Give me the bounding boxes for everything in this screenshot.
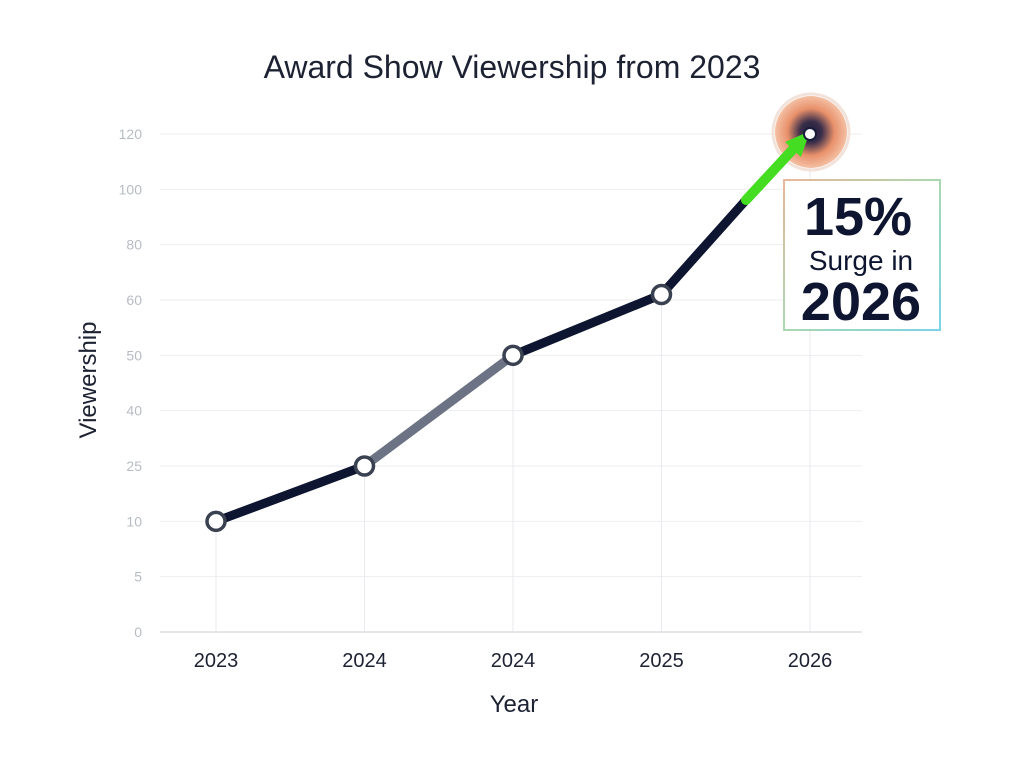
series-segment [508, 289, 666, 360]
surge-arrow-head [785, 131, 810, 157]
y-tick-label: 120 [119, 126, 143, 142]
y-tick-label: 5 [134, 569, 142, 585]
callout-subtitle: Surge in [809, 245, 913, 276]
x-tick-label: 2024 [491, 650, 536, 672]
surge-arrow-shaft [741, 141, 801, 205]
series-segment [211, 461, 369, 526]
y-tick-label: 0 [134, 624, 142, 640]
x-tick-label: 2025 [639, 650, 684, 672]
y-tick-label: 40 [126, 403, 142, 419]
vertical-guides [215, 134, 811, 632]
series-segment [657, 195, 751, 299]
y-tick-label: 80 [126, 237, 142, 253]
x-axis-label: Year [490, 691, 539, 718]
x-tick-label: 2024 [342, 650, 387, 672]
y-axis-ticks: 0 5 10 25 40 50 60 80 100 120 [119, 126, 143, 640]
series-viewership [211, 195, 751, 526]
data-point [650, 283, 673, 306]
y-tick-label: 10 [126, 513, 142, 529]
series-segment [360, 350, 518, 471]
chart-title: Award Show Viewership from 2023 [264, 49, 761, 85]
x-tick-label: 2023 [194, 650, 239, 672]
data-point [803, 127, 817, 141]
data-points [205, 127, 817, 533]
callout-year: 2026 [801, 272, 921, 332]
data-point [353, 455, 376, 477]
y-tick-label: 50 [126, 347, 142, 363]
y-tick-label: 100 [119, 181, 143, 197]
data-point [205, 510, 227, 533]
x-axis-ticks: 2023 2024 2024 2025 2026 [194, 650, 833, 672]
x-tick-label: 2026 [788, 650, 833, 672]
highlight-ring [771, 92, 851, 172]
y-tick-label: 25 [126, 458, 142, 474]
callout-percent: 15% [804, 187, 912, 247]
y-axis-label: Viewership [75, 322, 102, 439]
callout-box: 15% Surge in 2026 [783, 179, 941, 332]
y-tick-label: 60 [126, 292, 142, 308]
data-point [502, 344, 524, 367]
